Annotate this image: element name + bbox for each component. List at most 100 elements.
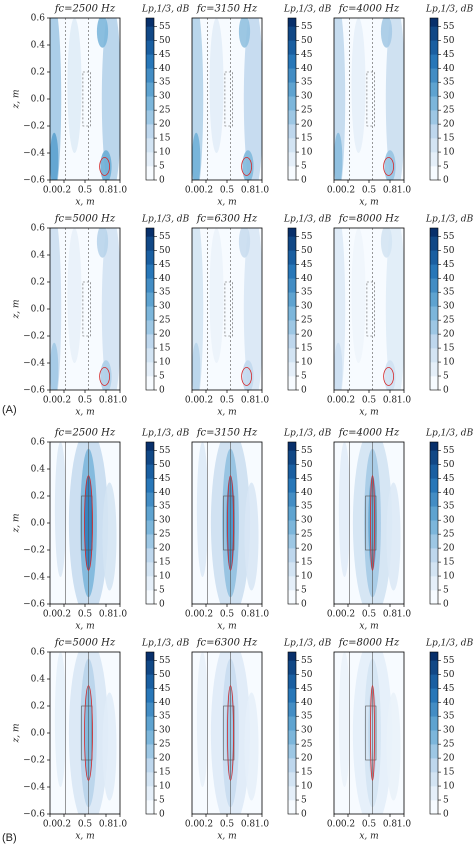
- contour-region: [244, 482, 259, 591]
- colorbar-label: Lp,1/3, dB: [283, 429, 332, 439]
- colorbar-band: [430, 758, 438, 773]
- y-axis-label: z, m: [12, 514, 22, 534]
- colorbar-tick-label: 5: [159, 162, 165, 172]
- colorbar-tick-label: 10: [443, 572, 455, 582]
- x-tick-label: 0.0: [185, 610, 200, 620]
- x-axis-label: x, m: [359, 622, 378, 632]
- colorbar-tick-label: 15: [159, 134, 171, 144]
- colorbar-tick-label: 40: [159, 488, 171, 498]
- colorbar-tick-label: 55: [159, 446, 171, 456]
- x-axis-label: x, m: [217, 622, 236, 632]
- colorbar-tick-label: 25: [301, 530, 313, 540]
- contour-line: [370, 685, 375, 781]
- contour-line: [241, 157, 253, 176]
- colorbar-tick-label: 5: [301, 372, 307, 382]
- colorbar-band: [430, 348, 438, 363]
- colorbar-tick-label: 55: [159, 656, 171, 666]
- colorbar-tick-label: 15: [443, 558, 455, 568]
- colorbar-band: [288, 362, 296, 377]
- colorbar-band: [430, 464, 438, 479]
- colorbar-band: [430, 334, 438, 349]
- colorbar-band: [146, 96, 154, 111]
- colorbar-band: [288, 464, 296, 479]
- colorbar-label: Lp,1/3, dB: [425, 215, 474, 225]
- colorbar-tick-label: 5: [301, 586, 307, 596]
- y-tick-label: 0.6: [31, 648, 46, 658]
- colorbar-tick-label: 5: [443, 372, 449, 382]
- colorbar-band: [146, 264, 154, 279]
- colorbar-band: [288, 236, 296, 251]
- colorbar-band: [430, 152, 438, 167]
- colorbar-tick-label: 35: [443, 288, 455, 298]
- colorbar-band: [146, 548, 154, 563]
- contour-region: [192, 342, 201, 390]
- x-tick-label: 0.8: [241, 610, 256, 620]
- colorbar-band: [430, 250, 438, 265]
- colorbar-tick-label: 5: [443, 162, 449, 172]
- x-tick-label: 1.0: [113, 396, 128, 406]
- colorbar-frame: [145, 441, 155, 605]
- x-tick-label: 1.0: [113, 610, 128, 620]
- colorbar-band: [146, 478, 154, 493]
- colorbar-tick-label: 0: [301, 176, 307, 186]
- colorbar-frame: [429, 651, 439, 815]
- colorbar-band: [146, 18, 154, 27]
- colorbar-band: [288, 292, 296, 307]
- colorbar-band: [430, 236, 438, 251]
- x-tick-label: 0.5: [220, 610, 235, 620]
- subplot: fc=4000 Hz 0.0 0.2 0.5 0.8 1.0 x, m 0 5 10 15 20 25 3…: [327, 4, 474, 208]
- colorbar-band: [288, 152, 296, 167]
- contour-region: [334, 132, 343, 180]
- colorbar-band: [430, 450, 438, 465]
- colorbar-label: Lp,1/3, dB: [141, 5, 190, 15]
- colorbar-band: [288, 124, 296, 139]
- colorbar-tick-label: 35: [443, 502, 455, 512]
- colorbar-tick-label: 55: [159, 22, 171, 32]
- colorbar-band: [146, 702, 154, 717]
- colorbar-band: [146, 278, 154, 293]
- colorbar-band: [146, 450, 154, 465]
- y-tick-label: 0.4: [31, 251, 46, 261]
- colorbar-tick-label: 20: [443, 120, 455, 130]
- colorbar-tick-label: 40: [159, 274, 171, 284]
- colorbar-band: [288, 548, 296, 563]
- colorbar-tick-label: 15: [301, 134, 313, 144]
- guide-box: [366, 281, 375, 337]
- subplot: fc=2500 Hz0.0 0.2 0.5 0.8 1.0x, m−0.6−0.4−0.…: [12, 4, 190, 208]
- y-tick-label: −0.6: [23, 600, 45, 610]
- colorbar-tick-label: 30: [443, 302, 455, 312]
- x-tick-label: 1.0: [255, 396, 270, 406]
- colorbar-band: [430, 800, 438, 815]
- colorbar-tick-label: 10: [301, 572, 313, 582]
- colorbar-tick-label: 40: [301, 488, 313, 498]
- chart-title: fc=4000 Hz: [338, 428, 400, 439]
- colorbar-band: [288, 744, 296, 759]
- colorbar-tick-label: 55: [301, 656, 313, 666]
- colorbar-band: [146, 250, 154, 265]
- colorbar-band: [430, 674, 438, 689]
- colorbar-band: [430, 228, 438, 237]
- contour-region: [96, 228, 109, 258]
- colorbar-band: [430, 590, 438, 605]
- colorbar-frame: [145, 227, 155, 391]
- colorbar-tick-label: 25: [159, 740, 171, 750]
- colorbar-tick-label: 10: [301, 148, 313, 158]
- colorbar-band: [430, 702, 438, 717]
- colorbar-band: [430, 442, 438, 451]
- colorbar-band: [288, 138, 296, 153]
- colorbar-band: [146, 228, 154, 237]
- colorbar-tick-label: 25: [443, 530, 455, 540]
- colorbar-band: [146, 506, 154, 521]
- x-tick-label: 0.8: [383, 820, 398, 830]
- colorbar-tick-label: 0: [301, 600, 307, 610]
- colorbar-tick-label: 50: [443, 460, 455, 470]
- colorbar-tick-label: 0: [159, 386, 165, 396]
- colorbar-frame: [287, 441, 297, 605]
- contour-line: [84, 685, 93, 781]
- x-tick-label: 0.2: [57, 820, 71, 830]
- y-tick-label: −0.6: [23, 386, 45, 396]
- colorbar-tick-label: 0: [159, 810, 165, 820]
- colorbar-band: [288, 772, 296, 787]
- colorbar-band: [430, 652, 438, 661]
